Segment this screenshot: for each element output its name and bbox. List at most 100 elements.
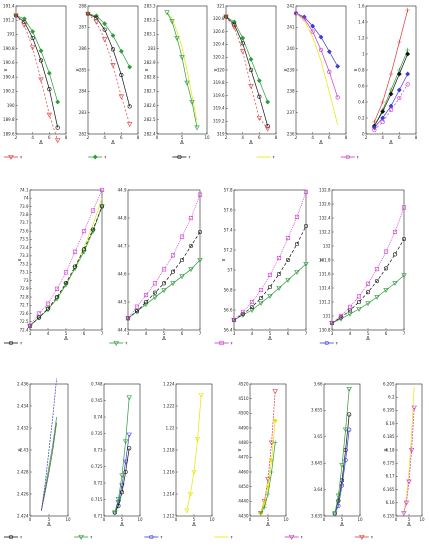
data-point (231, 317, 237, 323)
y-tick-label: 0.735 (91, 431, 103, 436)
y-tick-label: 2.436 (17, 381, 29, 386)
y-tick-label: 190.4 (3, 74, 15, 79)
data-point (30, 35, 35, 41)
data-point (324, 340, 329, 346)
plot-frame (233, 189, 307, 331)
data-point (149, 534, 154, 540)
y-tick-label: 1.22 (166, 425, 175, 430)
y-tick-label: 282.4 (144, 131, 156, 136)
x-tick-label: 8 (65, 135, 68, 140)
series-line (41, 416, 57, 511)
y-tick-label: 189.6 (3, 131, 15, 136)
data-point (256, 115, 263, 121)
x-axis-label: Δ (407, 522, 411, 528)
series-line (225, 16, 268, 129)
data-point (272, 389, 278, 395)
y-tick-label: 6.165 (383, 487, 395, 492)
x-axis-label: Δ (180, 140, 184, 146)
y-tick-label: 44.8 (118, 215, 127, 220)
data-point (188, 267, 194, 273)
data-point (8, 340, 14, 346)
y-tick-label: 73.1 (20, 270, 29, 275)
x-axis-label: Δ (192, 522, 196, 528)
data-point (267, 293, 273, 299)
x-tick-label: 6 (258, 135, 261, 140)
data-point (63, 270, 69, 275)
plot-frame (103, 383, 141, 517)
legend-label: Ŧ (187, 155, 191, 159)
data-point (258, 510, 263, 516)
legend-label: Ŧ (272, 155, 276, 159)
y-tick-label: 4500 (238, 411, 249, 416)
y-tick-label: 189.8 (3, 117, 15, 122)
y-tick-label: 191.2 (3, 18, 15, 23)
legend-label: Ŧ (230, 535, 234, 539)
data-point (285, 257, 291, 263)
y-tick-label: 6.205 (383, 381, 395, 386)
y-tick-label: 1.222 (163, 403, 175, 408)
data-point (179, 234, 185, 239)
data-point (191, 469, 197, 475)
data-point (179, 274, 185, 280)
x-tick-label: 4 (311, 135, 314, 140)
y-tick-label: 44.7 (118, 243, 127, 248)
data-point (265, 123, 270, 129)
x-tick-label: 10 (65, 517, 71, 522)
data-point (249, 307, 255, 313)
data-point (356, 294, 362, 299)
y-tick-label: 72.4 (20, 327, 29, 332)
y-tick-label: 73.7 (20, 220, 29, 225)
data-point (342, 427, 349, 433)
data-point (126, 432, 132, 438)
x-tick-label: 7 (101, 331, 104, 336)
data-point (45, 306, 51, 311)
x-axis-label: Δ (319, 140, 323, 146)
series-line (15, 15, 59, 141)
data-point (258, 300, 264, 306)
x-tick-label: 2 (365, 135, 368, 140)
y-tick-label: 282.9 (144, 60, 156, 65)
y-tick-label: 57.8 (224, 187, 233, 192)
data-point (248, 83, 254, 89)
y-tick-label: 56.6 (224, 307, 233, 312)
data-point (396, 87, 402, 93)
y-tick-label: 131.6 (319, 271, 331, 276)
data-point (310, 23, 316, 29)
data-point (258, 287, 264, 293)
y-tick-label: 130.8 (319, 327, 331, 332)
data-point (405, 71, 411, 77)
data-point (265, 491, 271, 497)
data-point (78, 534, 84, 540)
y-tick-label: 0.71 (94, 513, 103, 518)
y-tick-label: 4460 (238, 469, 249, 474)
data-point (143, 299, 149, 305)
data-point (397, 39, 402, 45)
data-point (45, 301, 51, 306)
data-point (401, 236, 407, 242)
y-tick-label: 238 (287, 89, 295, 94)
y-tick-label: 6.175 (383, 461, 395, 466)
data-point (338, 313, 344, 319)
x-tick-label: 4 (145, 331, 148, 336)
y-tick-label: 6.19 (386, 421, 395, 426)
series-line (127, 194, 201, 319)
y-tick-label: 44.4 (118, 327, 127, 332)
data-point (327, 69, 332, 74)
data-point (143, 302, 149, 308)
data-point (392, 252, 398, 257)
x-tick-label: 5 (163, 331, 166, 336)
data-point (179, 55, 185, 61)
data-point (232, 22, 237, 27)
data-point (365, 281, 371, 286)
y-axis-label: ν (213, 68, 219, 71)
series-line (114, 448, 130, 513)
y-tick-label: 3.65 (314, 434, 323, 439)
y-tick-label: 6.185 (383, 434, 395, 439)
data-point (401, 205, 407, 210)
x-tick-label: 5 (269, 331, 272, 336)
y-tick-label: 4440 (238, 499, 249, 504)
y-tick-label: 283 (148, 46, 156, 51)
series-line (233, 263, 307, 321)
x-tick-label: 10 (419, 517, 425, 522)
y-tick-label: 0.74 (94, 414, 103, 419)
